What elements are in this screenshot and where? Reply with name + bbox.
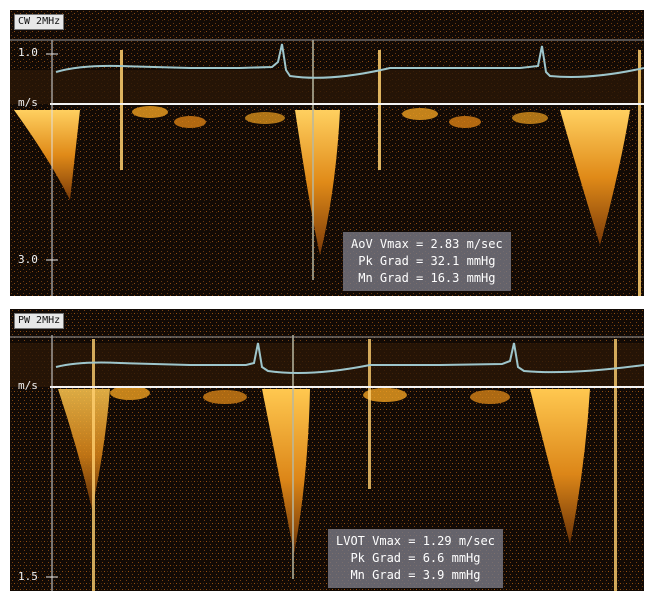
measurement-box: LVOT Vmax = 1.29 m/sec Pk Grad = 6.6 mmH…	[328, 529, 503, 588]
doppler-envelope-3	[560, 110, 630, 245]
scale-tick-1-5: 1.5	[18, 570, 38, 583]
mean-gradient: Mn Grad = 3.9 mmHg	[350, 568, 481, 582]
cw-doppler-panel: CW 2MHz 1.0 m/s 3.0 AoV Vmax = 2.83 m/se…	[10, 10, 644, 296]
pw-doppler-panel: PW 2MHz m/s 1.5 LVOT Vmax = 1.29 m/sec P…	[10, 309, 644, 591]
doppler-envelope-1	[58, 389, 110, 509]
mode-label: CW 2MHz	[14, 14, 65, 30]
scale-tick-1-0: 1.0	[18, 46, 38, 59]
doppler-envelope-2	[295, 110, 340, 255]
measurement-box: AoV Vmax = 2.83 m/sec Pk Grad = 32.1 mmH…	[343, 232, 511, 291]
lvot-vmax: LVOT Vmax = 1.29 m/sec	[336, 534, 495, 548]
pw-doppler-spectrum	[10, 309, 644, 591]
mean-gradient: Mn Grad = 16.3 mmHg	[358, 271, 496, 285]
doppler-envelope-2	[262, 389, 310, 554]
mode-label: PW 2MHz	[14, 313, 65, 329]
ecg-trace	[55, 43, 644, 79]
scale-tick-3-0: 3.0	[18, 253, 38, 266]
peak-gradient: Pk Grad = 6.6 mmHg	[350, 551, 481, 565]
scale-unit: m/s	[18, 379, 38, 392]
peak-gradient: Pk Grad = 32.1 mmHg	[358, 254, 496, 268]
doppler-envelope-3	[530, 389, 590, 544]
aov-vmax: AoV Vmax = 2.83 m/sec	[351, 237, 503, 251]
scale-unit: m/s	[18, 96, 38, 109]
cw-doppler-spectrum	[10, 10, 644, 296]
doppler-envelope-1	[10, 110, 80, 200]
ecg-trace	[55, 342, 644, 374]
